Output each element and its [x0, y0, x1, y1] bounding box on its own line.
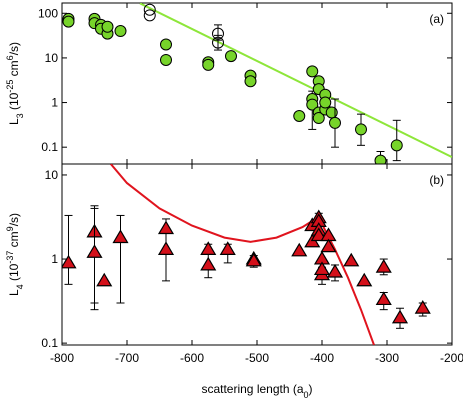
panel-label: (a): [429, 12, 444, 26]
y-axis-label-part: 3: [15, 113, 25, 118]
y-axis-label-part: /s): [7, 42, 21, 55]
data-point: [143, 3, 156, 16]
y-tick-label: 10: [45, 51, 59, 65]
data-point: [112, 229, 129, 244]
y-axis-label: L3 (10-25 cm6/s): [5, 42, 25, 125]
error-bar: [116, 214, 125, 304]
x-tick-label: -800: [50, 351, 74, 365]
y-axis-label-part: L: [7, 118, 21, 125]
data-point: [101, 20, 114, 33]
data-point: [200, 241, 217, 255]
y-axis-label-part: -37: [5, 251, 15, 264]
data-point: [202, 58, 215, 71]
x-tick-label: -600: [180, 351, 204, 365]
data-point: [313, 261, 331, 276]
x-tick-label: -200: [440, 351, 463, 365]
y-axis-label: L4 (10-37 cm9/s): [5, 213, 25, 296]
x-axis-label: scattering length (a0): [201, 382, 312, 400]
data-point: [312, 112, 325, 125]
data-point: [325, 106, 338, 119]
data-point: [96, 272, 113, 287]
data-point: [114, 25, 127, 38]
data-point: [143, 9, 156, 22]
x-tick-label: -700: [115, 351, 139, 365]
data-point: [219, 241, 236, 255]
data-point: [293, 109, 306, 122]
data-point: [306, 65, 319, 78]
y-axis-label-part: -25: [5, 80, 15, 93]
data-point: [343, 252, 360, 267]
x-axis-label-part: scattering length (a: [201, 382, 303, 396]
y-tick-label: 100: [38, 6, 58, 20]
plot-area: [62, 164, 431, 345]
data-point: [160, 38, 172, 51]
data-point: [390, 139, 403, 152]
x-axis-label-part: ): [309, 382, 313, 396]
plot-area: [62, 3, 452, 164]
y-tick-label: 1: [51, 96, 58, 110]
fit-curve: [110, 164, 375, 345]
x-tick-label: -300: [375, 351, 399, 365]
y-axis-label-part: /s): [7, 213, 21, 226]
y-axis-label-part: L: [7, 289, 21, 296]
y-axis-label-part: 6: [5, 55, 15, 60]
data-point: [320, 238, 337, 253]
data-point: [306, 98, 319, 111]
y-axis-label-part: 9: [5, 226, 15, 231]
data-point: [62, 15, 75, 28]
y-axis-label-part: cm: [7, 60, 21, 79]
data-point: [374, 154, 387, 164]
data-point: [86, 244, 103, 258]
data-point: [157, 241, 175, 255]
y-tick-label: 10: [45, 168, 59, 182]
data-point: [326, 263, 344, 278]
x-axis-label-part: 0: [304, 390, 309, 400]
data-point: [319, 96, 332, 109]
data-point: [414, 300, 431, 314]
data-point: [225, 50, 237, 63]
data-point: [244, 75, 257, 88]
data-point: [212, 36, 224, 49]
y-tick-label: 0.1: [41, 336, 58, 350]
y-axis-label-part: cm: [7, 231, 21, 250]
y-axis-label-part: (10: [7, 92, 21, 113]
data-point: [157, 220, 175, 235]
panel-label: (b): [429, 173, 444, 187]
data-point: [160, 53, 172, 66]
data-point: [375, 259, 392, 273]
data-point: [62, 254, 77, 269]
x-tick-label: -400: [310, 351, 334, 365]
data-point: [245, 252, 262, 267]
data-point: [355, 123, 367, 136]
data-point: [375, 291, 392, 306]
data-point: [200, 256, 217, 271]
data-point: [356, 272, 373, 287]
data-point: [391, 309, 409, 324]
fit-curve: [139, 3, 452, 158]
y-axis-label-part: (10: [7, 263, 21, 284]
error-bar: [214, 34, 222, 51]
y-tick-label: 0.1: [41, 140, 58, 154]
data-point: [329, 116, 341, 129]
x-tick-label: -500: [245, 351, 269, 365]
data-point: [310, 227, 327, 242]
error-bar: [90, 207, 99, 311]
y-axis-label-part: 4: [15, 284, 25, 289]
y-tick-label: 1: [51, 252, 58, 266]
data-point: [291, 242, 308, 257]
error-bar: [64, 214, 73, 285]
